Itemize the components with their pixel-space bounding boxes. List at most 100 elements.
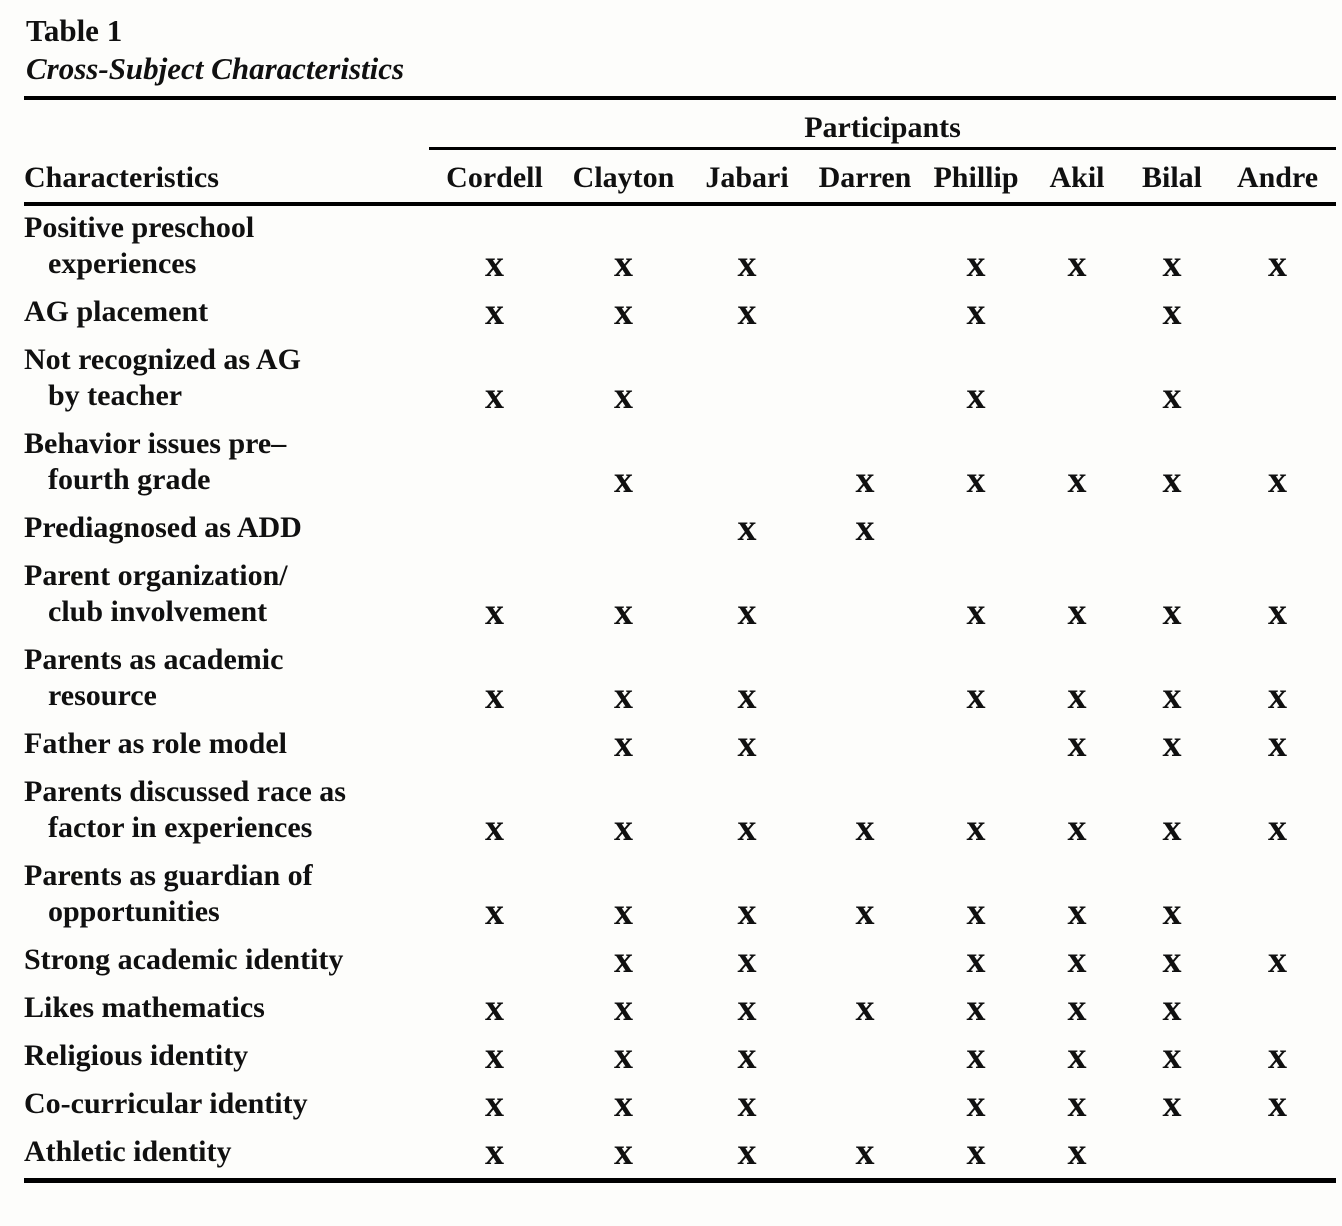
- mark-empty: [1219, 986, 1336, 1034]
- mark-empty: [429, 938, 560, 986]
- mark-x: x: [1067, 723, 1087, 765]
- characteristic-row: Positive preschool experiences x x x x x x x: [24, 204, 1336, 290]
- mark-empty: [1029, 338, 1125, 422]
- characteristic-label-line: Religious identity: [24, 1039, 249, 1072]
- characteristic-row: Parents discussed race as factor in exper…: [24, 770, 1336, 854]
- mark-x: x: [614, 807, 633, 849]
- mark-x: x: [485, 291, 504, 333]
- mark-x: x: [855, 507, 875, 549]
- mark-x: x: [966, 807, 986, 849]
- participant-header-phillip: Phillip: [923, 148, 1029, 206]
- characteristic-label: Likes mathematics: [24, 986, 429, 1034]
- characteristic-label-line: resource: [48, 679, 157, 712]
- mark-x: x: [855, 891, 875, 933]
- mark-x: x: [1162, 459, 1182, 501]
- mark-empty: [807, 204, 923, 290]
- mark-x: x: [737, 723, 757, 765]
- characteristic-row: Religious identity x x x x x x x: [24, 1034, 1336, 1082]
- characteristic-label-line: Athletic identity: [24, 1135, 232, 1168]
- table-label: Table 1: [26, 13, 123, 48]
- mark-x: x: [485, 591, 504, 633]
- mark-x: x: [614, 723, 633, 765]
- mark-x: x: [737, 1035, 757, 1077]
- mark-x: x: [1067, 243, 1087, 285]
- mark-x: x: [1067, 675, 1087, 717]
- characteristic-label-line: Not recognized as AG: [24, 343, 301, 376]
- mark-x: x: [1268, 459, 1288, 501]
- mark-empty: [807, 938, 923, 986]
- mark-x: x: [855, 807, 875, 849]
- stub-spacer: [24, 100, 429, 149]
- characteristic-label-line: Positive preschool: [24, 211, 255, 244]
- mark-x: x: [614, 459, 633, 501]
- characteristic-row: Not recognized as AG by teacher x x x x: [24, 338, 1336, 422]
- participants-group-header: Participants: [429, 100, 1337, 150]
- characteristic-label-line: Behavior issues pre–: [24, 427, 287, 460]
- characteristic-row: AG placement x x x x x: [24, 290, 1336, 338]
- mark-empty: [807, 338, 923, 422]
- mark-x: x: [737, 1083, 757, 1125]
- characteristic-label: Co-curricular identity: [24, 1082, 429, 1130]
- mark-x: x: [1268, 591, 1288, 633]
- mark-empty: [1125, 506, 1219, 554]
- mark-x: x: [737, 243, 757, 285]
- characteristic-label-line: by teacher: [48, 379, 183, 412]
- mark-x: x: [737, 987, 757, 1029]
- characteristic-label-line: Parents as academic: [24, 643, 284, 676]
- mark-x: x: [614, 591, 633, 633]
- mark-x: x: [1067, 459, 1087, 501]
- characteristic-row: Father as role model x x x x x: [24, 722, 1336, 770]
- characteristic-label: Not recognized as AG by teacher: [24, 338, 429, 422]
- characteristic-label-line: Parent organization/: [24, 559, 288, 592]
- mark-x: x: [737, 507, 757, 549]
- participant-header-bilal: Bilal: [1125, 148, 1219, 206]
- mark-x: x: [966, 375, 986, 417]
- mark-x: x: [1162, 591, 1182, 633]
- mark-empty: [1029, 506, 1125, 554]
- mark-x: x: [855, 1131, 875, 1173]
- mark-x: x: [966, 459, 986, 501]
- mark-empty: [429, 722, 560, 770]
- mark-x: x: [966, 987, 986, 1029]
- mark-x: x: [614, 939, 633, 981]
- mark-x: x: [1162, 987, 1182, 1029]
- mark-x: x: [737, 591, 757, 633]
- mark-x: x: [1067, 1083, 1087, 1125]
- characteristic-label-line: fourth grade: [48, 463, 211, 496]
- mark-x: x: [1067, 1035, 1087, 1077]
- characteristic-label: Behavior issues pre– fourth grade: [24, 422, 429, 506]
- characteristic-row: Parents as guardian of opportunities x x x x x…: [24, 854, 1336, 938]
- mark-x: x: [1162, 291, 1182, 333]
- group-header-row: Participants: [24, 100, 1337, 150]
- mark-empty: [1219, 1130, 1336, 1181]
- table-title: Cross-Subject Characteristics: [26, 51, 405, 86]
- mark-x: x: [966, 1131, 986, 1173]
- characteristic-label: Strong academic identity: [24, 938, 429, 986]
- mark-x: x: [737, 1131, 757, 1173]
- mark-empty: [687, 422, 807, 506]
- mark-x: x: [1162, 375, 1182, 417]
- characteristic-row: Co-curricular identity x x x x x x x: [24, 1082, 1336, 1130]
- mark-empty: [1029, 290, 1125, 338]
- mark-empty: [807, 290, 923, 338]
- mark-x: x: [966, 1035, 986, 1077]
- table-body: Positive preschool experiences x x x x x x x AG p…: [24, 204, 1336, 1181]
- mark-empty: [1125, 1130, 1219, 1181]
- mark-empty: [1219, 506, 1336, 554]
- mark-x: x: [485, 243, 504, 285]
- mark-empty: [807, 722, 923, 770]
- characteristic-label: Parent organization/club involvement: [24, 554, 429, 638]
- characteristic-row: Behavior issues pre– fourth grade x x x x x x: [24, 422, 1336, 506]
- mark-x: x: [966, 243, 986, 285]
- mark-x: x: [1162, 675, 1182, 717]
- mark-x: x: [1268, 243, 1288, 285]
- participant-header-darren: Darren: [807, 148, 923, 206]
- participant-header-jabari: Jabari: [687, 148, 807, 206]
- mark-x: x: [614, 375, 633, 417]
- mark-x: x: [1067, 591, 1087, 633]
- mark-x: x: [1268, 1035, 1288, 1077]
- characteristic-label-line: Strong academic identity: [24, 943, 344, 976]
- mark-x: x: [614, 291, 633, 333]
- characteristic-row: Likes mathematics x x x x x x x: [24, 986, 1336, 1034]
